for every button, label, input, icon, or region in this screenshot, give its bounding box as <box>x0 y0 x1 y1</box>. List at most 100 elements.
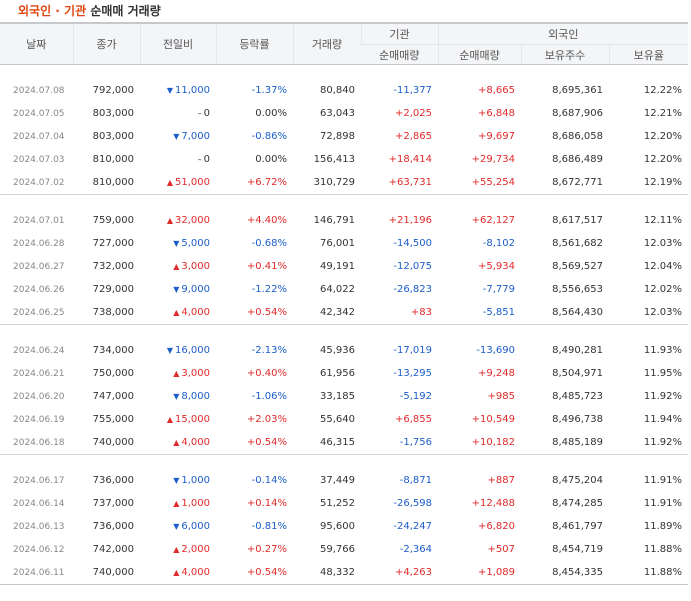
institution-net-cell: -12,075 <box>393 261 432 272</box>
close-price-cell: 810,000 <box>92 177 134 188</box>
foreign-ratio-cell: 12.21% <box>643 108 683 119</box>
date-cell: 2024.07.05 <box>13 108 65 119</box>
institution-net-cell: -14,500 <box>393 238 432 249</box>
arrow-down-icon: ▼ <box>173 522 180 531</box>
foreign-ratio-cell: 11.93% <box>643 345 683 356</box>
institution-net-cell: -17,019 <box>393 345 432 356</box>
header-change: 전일비 <box>139 22 216 65</box>
close-price-cell: 738,000 <box>92 307 134 318</box>
change-value: 4,000 <box>181 437 210 448</box>
change-rate-cell: +4.40% <box>246 215 287 226</box>
foreign-ratio-cell: 11.91% <box>643 475 683 486</box>
close-price-cell: 755,000 <box>92 414 134 425</box>
change-value: 2,000 <box>181 544 210 555</box>
change-value: 0 <box>203 108 210 119</box>
foreign-holdings-cell: 8,504,971 <box>552 368 603 379</box>
date-cell: 2024.06.19 <box>13 414 65 425</box>
foreign-net-cell: -5,851 <box>482 307 515 318</box>
arrow-down-icon: ▼ <box>166 346 173 355</box>
change-cell: ▼ 7,000 <box>140 125 216 148</box>
date-cell: 2024.07.03 <box>13 154 65 165</box>
institution-net-cell: +6,855 <box>394 414 432 425</box>
institution-net-cell: -8,871 <box>399 475 432 486</box>
table-row: 2024.06.12 742,000 ▲ 2,000 +0.27% 59,766 -2,36… <box>0 538 688 561</box>
change-value: 51,000 <box>175 177 210 188</box>
table-row: 2024.06.20 747,000 ▼ 8,000 -1.06% 33,185 -5,19… <box>0 385 688 408</box>
date-cell: 2024.06.28 <box>13 238 65 249</box>
group-spacer <box>0 454 689 469</box>
change-cell: ▼ 9,000 <box>140 278 216 301</box>
date-cell: 2024.07.04 <box>13 131 65 142</box>
table-row: 2024.06.14 737,000 ▲ 1,000 +0.14% 51,252 -26,5… <box>0 492 688 515</box>
institution-net-cell: -26,598 <box>393 498 432 509</box>
table-row: 2024.06.26 729,000 ▼ 9,000 -1.22% 64,022 -26,8… <box>0 278 688 301</box>
foreign-net-cell: +29,734 <box>471 154 515 165</box>
group-spacer <box>0 194 689 209</box>
spacer-cell <box>0 65 688 80</box>
change-cell: ▼ 11,000 <box>140 79 216 102</box>
arrow-down-icon: ▼ <box>173 392 180 401</box>
arrow-up-icon: ▲ <box>173 438 180 447</box>
date-cell: 2024.07.01 <box>13 215 65 226</box>
change-cell: ▲ 4,000 <box>140 301 216 325</box>
volume-cell: 51,252 <box>320 498 355 509</box>
close-price-cell: 803,000 <box>92 108 134 119</box>
foreign-holdings-cell: 8,454,719 <box>552 544 603 555</box>
foreign-ratio-cell: 12.22% <box>643 85 683 96</box>
close-price-cell: 740,000 <box>92 437 134 448</box>
close-price-cell: 737,000 <box>92 498 134 509</box>
volume-cell: 37,449 <box>320 475 355 486</box>
change-value: 5,000 <box>181 238 210 249</box>
group-spacer <box>0 324 689 339</box>
change-cell: ▲ 32,000 <box>140 209 216 232</box>
table-row: 2024.06.27 732,000 ▲ 3,000 +0.41% 49,191 -12,0… <box>0 255 688 278</box>
table-bottom-border <box>0 584 688 585</box>
change-rate-cell: +0.14% <box>246 498 287 509</box>
foreign-ratio-cell: 11.88% <box>643 544 683 555</box>
change-cell: –0 <box>140 102 216 125</box>
foreign-net-cell: +10,549 <box>471 414 515 425</box>
spacer-cell <box>0 454 689 469</box>
header-rate: 등락률 <box>215 22 293 65</box>
header-close: 종가 <box>72 22 140 65</box>
foreign-holdings-cell: 8,490,281 <box>552 345 603 356</box>
foreign-ratio-cell: 11.95% <box>643 368 683 379</box>
institution-net-cell: +2,025 <box>394 108 432 119</box>
arrow-up-icon: ▲ <box>173 308 180 317</box>
foreign-holdings-cell: 8,485,189 <box>552 437 603 448</box>
foreign-ratio-cell: 12.03% <box>643 238 683 249</box>
institution-net-cell: -5,192 <box>399 391 432 402</box>
institution-net-cell: +63,731 <box>388 177 432 188</box>
foreign-holdings-cell: 8,454,335 <box>552 567 603 578</box>
date-cell: 2024.07.08 <box>13 85 65 96</box>
change-cell: –0 <box>140 148 216 171</box>
table-row: 2024.06.17 736,000 ▼ 1,000 -0.14% 37,449 -8,87… <box>0 469 688 492</box>
arrow-up-icon: ▲ <box>173 499 180 508</box>
close-price-cell: 759,000 <box>92 215 134 226</box>
volume-cell: 156,413 <box>313 154 355 165</box>
spacer-cell <box>0 324 689 339</box>
change-cell: ▼ 1,000 <box>140 469 216 492</box>
arrow-down-icon: ▼ <box>173 132 180 141</box>
foreign-net-cell: +887 <box>487 475 515 486</box>
arrow-down-icon: ▼ <box>173 476 180 485</box>
foreign-net-cell: +985 <box>487 391 515 402</box>
change-rate-cell: +0.40% <box>246 368 287 379</box>
institution-net-cell: +4,263 <box>394 567 432 578</box>
foreign-holdings-cell: 8,569,527 <box>552 261 603 272</box>
date-cell: 2024.06.26 <box>13 284 65 295</box>
foreign-ratio-cell: 11.92% <box>643 437 683 448</box>
institution-net-cell: +21,196 <box>388 215 432 226</box>
close-price-cell: 750,000 <box>92 368 134 379</box>
close-price-cell: 810,000 <box>92 154 134 165</box>
change-cell: ▼ 5,000 <box>140 232 216 255</box>
foreign-ratio-cell: 11.94% <box>643 414 683 425</box>
header-foreign-net: 순매매량 <box>437 44 521 65</box>
volume-cell: 48,332 <box>320 567 355 578</box>
table-row: 2024.07.02 810,000 ▲ 51,000 +6.72% 310,729 +63… <box>0 171 688 195</box>
foreign-ratio-cell: 11.91% <box>643 498 683 509</box>
close-price-cell: 734,000 <box>92 345 134 356</box>
foreign-net-cell: +62,127 <box>471 215 515 226</box>
table-row: 2024.06.18 740,000 ▲ 4,000 +0.54% 46,315 -1,75… <box>0 431 688 455</box>
change-value: 8,000 <box>181 391 210 402</box>
